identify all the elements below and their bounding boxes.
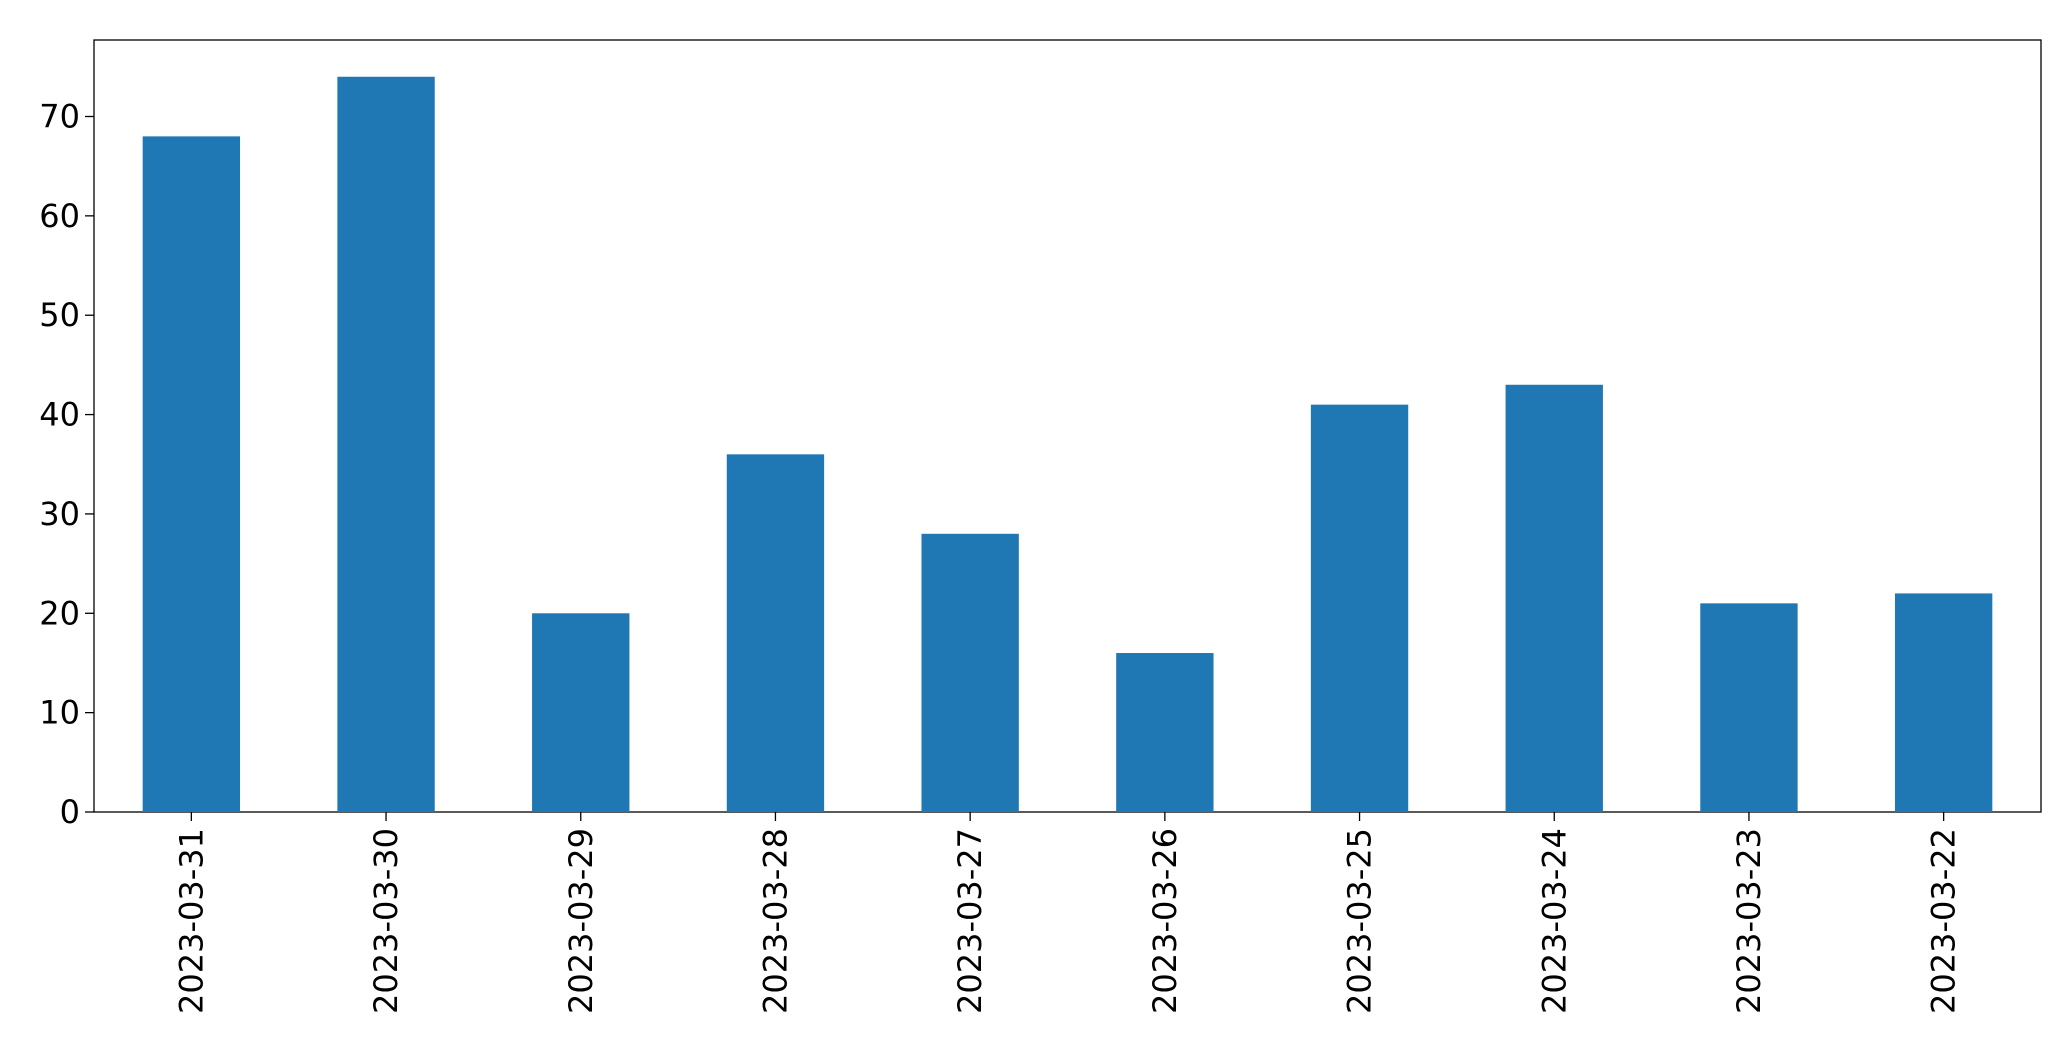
x-tick-label: 2023-03-27 [951, 828, 989, 1014]
y-tick-label: 0 [60, 793, 80, 831]
bar [142, 136, 241, 813]
x-tick-label: 2023-03-23 [1730, 828, 1768, 1014]
y-tick-label: 20 [39, 594, 80, 632]
x-tick-label: 2023-03-22 [1925, 828, 1963, 1014]
x-tick-label: 2023-03-26 [1146, 828, 1184, 1014]
bar [726, 454, 825, 812]
bar [1116, 653, 1214, 812]
x-tick-label: 2023-03-30 [367, 828, 405, 1014]
y-tick-label: 40 [39, 396, 80, 434]
bar [1894, 593, 1993, 812]
y-tick-label: 30 [39, 495, 80, 533]
y-tick-label: 70 [39, 98, 80, 136]
bar [1700, 603, 1798, 812]
x-tick-label: 2023-03-31 [172, 828, 210, 1014]
x-tick-label: 2023-03-29 [562, 828, 600, 1014]
x-tick-label: 2023-03-28 [756, 828, 794, 1014]
y-tick-label: 60 [39, 197, 80, 235]
y-tick-label: 50 [39, 296, 80, 334]
bar [921, 533, 1019, 812]
plot-frame [93, 39, 2042, 813]
bar [532, 613, 630, 812]
y-tick-label: 10 [39, 694, 80, 732]
x-tick-label: 2023-03-24 [1535, 828, 1573, 1014]
bar [1310, 404, 1409, 812]
x-tick-label: 2023-03-25 [1341, 828, 1379, 1014]
bar [337, 76, 435, 812]
bar [1505, 384, 1603, 812]
